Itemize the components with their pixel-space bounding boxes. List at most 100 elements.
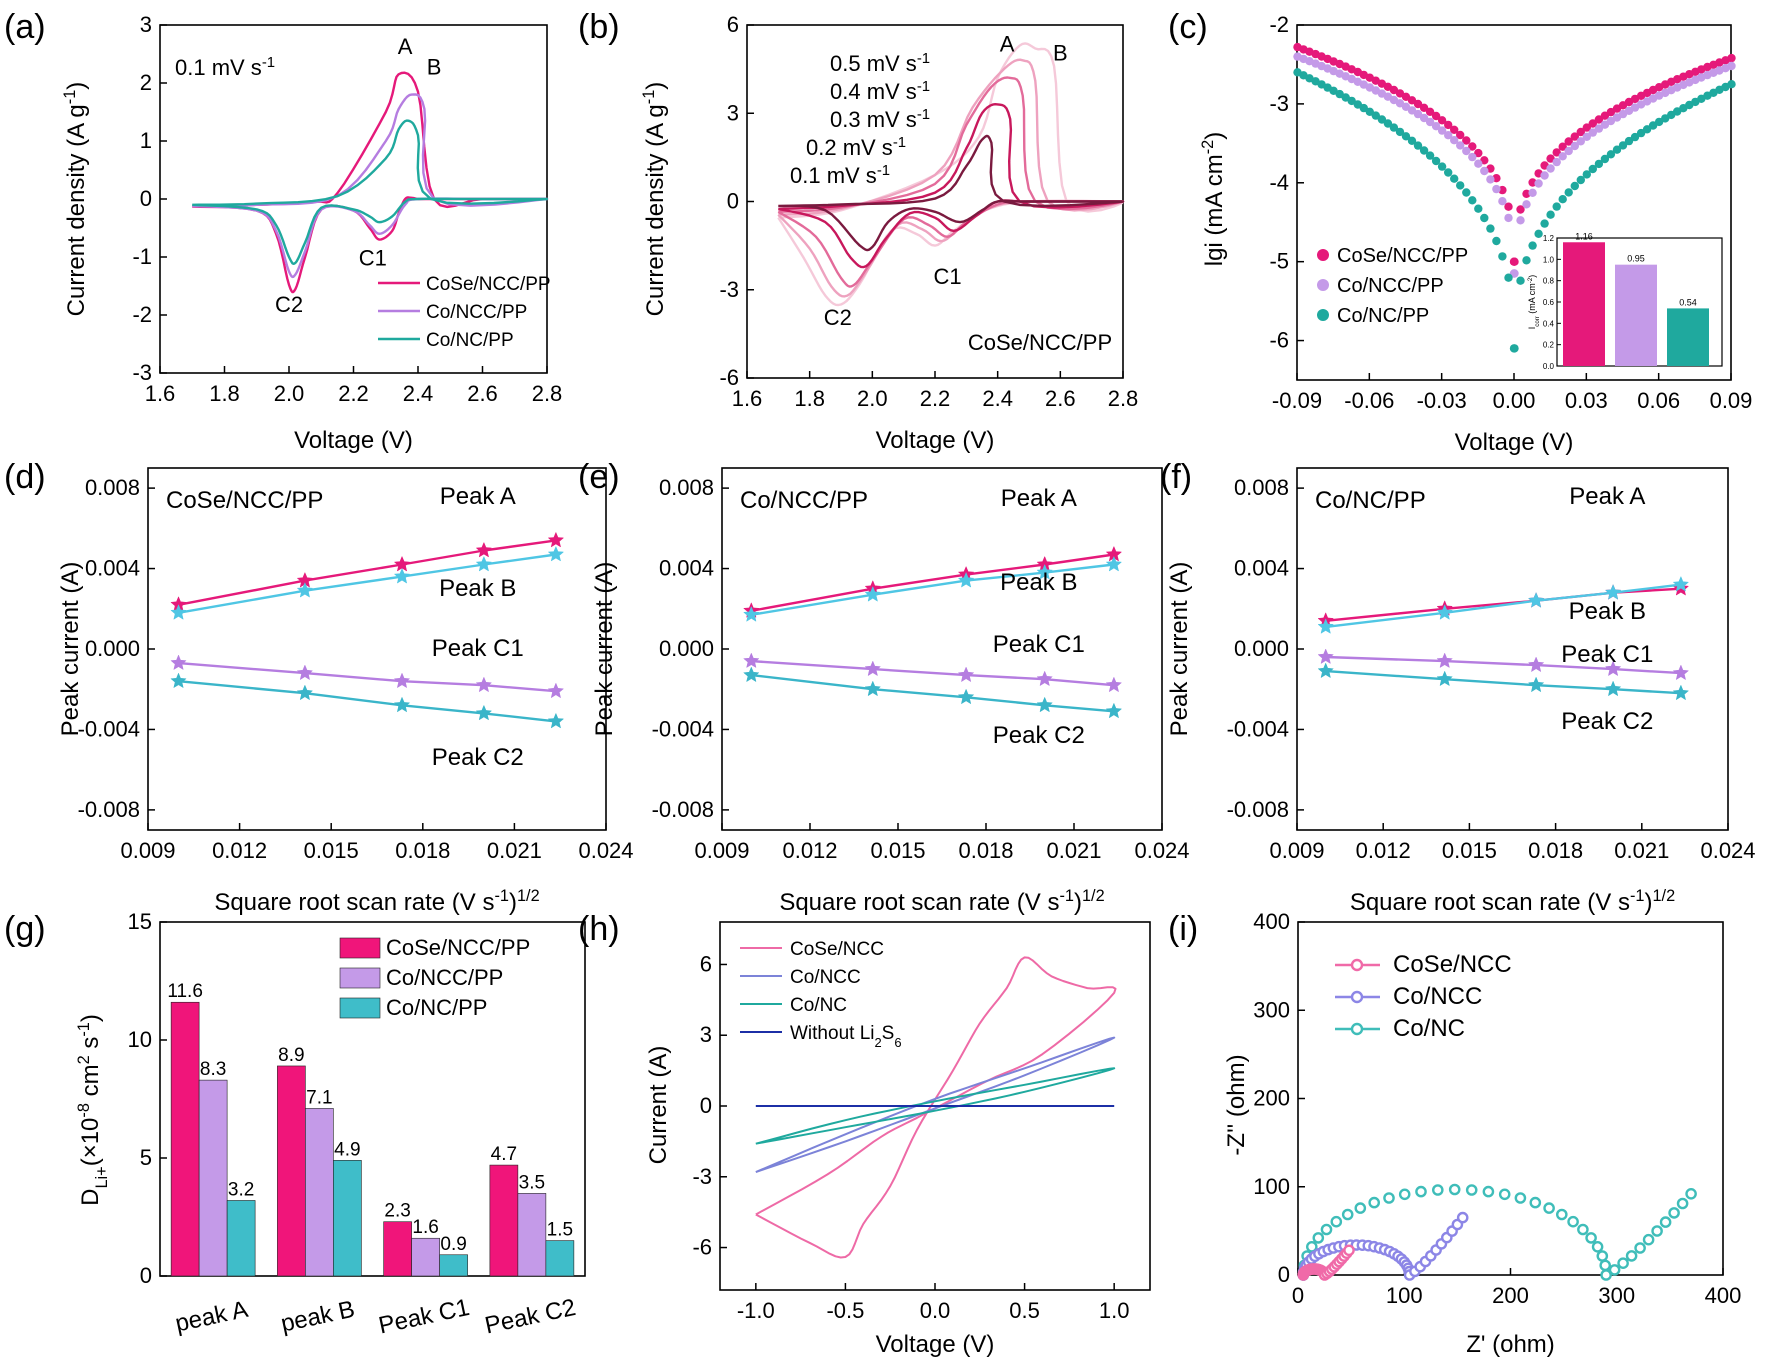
tafel-point	[1642, 125, 1652, 134]
data-star	[1436, 652, 1453, 669]
x-axis-label: Voltage (V)	[876, 1331, 995, 1358]
series-label: Peak C1	[993, 631, 1085, 658]
tafel-point	[1492, 236, 1501, 246]
x-tick-label: 2.2	[920, 386, 951, 411]
x-tick-label: 0.021	[1614, 838, 1669, 863]
bar-value-label: 8.9	[278, 1045, 304, 1066]
tafel-point	[1576, 127, 1586, 137]
y-tick-label: 0.000	[1234, 636, 1289, 661]
legend-marker	[1350, 958, 1364, 972]
legend-label: Co/NCC/PP	[386, 965, 503, 990]
x-tick-label: 2.4	[403, 381, 434, 406]
data-star	[743, 606, 760, 622]
bar-value-label: 0.9	[440, 1234, 466, 1255]
eis-point	[1482, 1185, 1495, 1198]
tafel-point	[1546, 154, 1555, 163]
x-tick-label: 0.009	[1269, 838, 1324, 863]
x-tick-label: 0.018	[1528, 838, 1583, 863]
eis-point	[1368, 1196, 1380, 1209]
tafel-point	[1564, 188, 1573, 197]
tafel-point	[1546, 164, 1555, 173]
y-axis-label: Peak current (A)	[591, 562, 618, 737]
y-tick-label: 0	[140, 1263, 152, 1288]
bar	[383, 1221, 412, 1277]
x-tick-label: 0.5	[1009, 1298, 1040, 1323]
x-tick-label: 0.018	[395, 838, 450, 863]
tafel-point	[1552, 202, 1561, 211]
data-star	[170, 654, 187, 671]
eis-point	[1567, 1215, 1579, 1228]
tafel-point	[1504, 213, 1513, 223]
legend-marker	[1317, 309, 1329, 321]
data-star	[1105, 676, 1123, 693]
tafel-point	[1347, 96, 1356, 106]
data-star	[1317, 648, 1334, 665]
y-tick-label: 15	[128, 909, 152, 934]
y-tick-label: 0.004	[1234, 556, 1289, 581]
y-tick-label: 2	[140, 70, 152, 95]
tafel-point	[1618, 141, 1628, 150]
tafel-point	[1504, 202, 1513, 211]
eis-point	[1642, 1233, 1655, 1246]
x-tick-label: 2.2	[338, 381, 369, 406]
series-label: Peak B	[1000, 569, 1077, 596]
x-axis-label: Voltage (V)	[294, 427, 413, 454]
panel-label: (i)	[1168, 910, 1198, 948]
tafel-point	[1444, 120, 1453, 130]
peak-annotation: B	[1053, 40, 1068, 65]
y-tick-label: 0.008	[659, 475, 714, 500]
x-tick-label: 1.6	[145, 381, 176, 406]
bar	[305, 1108, 334, 1277]
tafel-point	[1359, 103, 1369, 113]
tafel-point	[1582, 123, 1592, 132]
x-tick-label: 2.8	[1108, 386, 1139, 411]
data-star	[1105, 555, 1123, 572]
inset-bar	[1615, 264, 1657, 366]
bar	[489, 1164, 519, 1277]
series-label: Peak C2	[1561, 708, 1653, 735]
y-tick-label: -0.008	[1227, 797, 1289, 822]
y-tick-label: 0.000	[659, 636, 714, 661]
eis-point	[1634, 1242, 1646, 1254]
tafel-point	[1522, 200, 1531, 209]
bar	[411, 1237, 440, 1277]
series-label: Peak C1	[432, 635, 524, 662]
tafel-point	[1600, 120, 1610, 129]
legend-marker	[1317, 279, 1329, 291]
fit-line	[1325, 669, 1681, 695]
data-star	[475, 704, 493, 721]
eis-point	[1432, 1184, 1444, 1196]
y-tick-label: 0	[140, 186, 152, 211]
tafel-point	[1552, 157, 1561, 167]
tafel-point	[1636, 128, 1646, 138]
tafel-point	[1516, 276, 1525, 285]
sample-name: CoSe/NCC/PP	[166, 487, 323, 514]
data-star	[743, 666, 760, 683]
y-tick-label: 6	[727, 12, 739, 37]
series-label: Peak A	[1569, 483, 1645, 510]
inset-bar-label: 0.54	[1679, 297, 1697, 307]
x-tick-label: 0.012	[1356, 838, 1411, 863]
tafel-point	[1540, 219, 1549, 228]
tafel-point	[1450, 125, 1459, 134]
tafel-point	[1582, 170, 1592, 179]
tafel-point	[1498, 252, 1507, 261]
x-tick-label: 0.015	[870, 838, 925, 863]
bar	[517, 1193, 547, 1277]
x-tick-label: 0.03	[1565, 388, 1608, 413]
data-star	[170, 604, 187, 620]
tafel-point	[1413, 109, 1423, 119]
y-tick-label: -6	[692, 1235, 712, 1260]
tafel-point	[1413, 141, 1423, 150]
tafel-point	[1516, 205, 1525, 214]
x-tick-label: 0.024	[1700, 838, 1755, 863]
cv-series-line	[192, 119, 549, 265]
series-label: Peak B	[1569, 598, 1646, 625]
tafel-point	[1540, 171, 1549, 180]
x-tick-label: 0.015	[304, 838, 359, 863]
panel-label: (a)	[4, 8, 46, 46]
legend-label: CoSe/NCC	[790, 939, 884, 960]
y-tick-label: 10	[128, 1027, 152, 1052]
x-tick-label: 0.012	[212, 838, 267, 863]
scan-rate-label: 0.2 mV s-1	[806, 134, 906, 161]
